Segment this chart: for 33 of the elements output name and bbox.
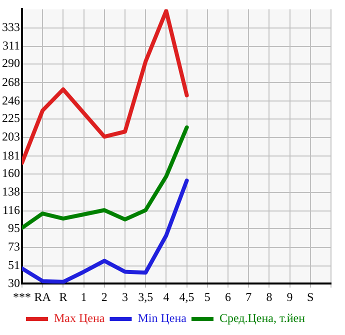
y-tick-label: 95	[8, 220, 20, 235]
y-tick-label: 181	[2, 148, 20, 162]
x-tick-label: 6	[225, 290, 231, 304]
x-tick-label: 3	[122, 290, 128, 304]
x-tick-label: S	[307, 290, 314, 304]
x-tick-label: 5	[204, 290, 210, 304]
x-tick-label: R	[59, 290, 68, 304]
y-tick-label: 333	[2, 20, 20, 34]
y-tick-label: 311	[2, 38, 20, 53]
x-tick-label: 3,5	[138, 290, 154, 304]
x-tick-label: 8	[266, 290, 272, 304]
y-tick-label: 160	[2, 166, 20, 180]
y-tick-label: 290	[2, 56, 20, 70]
x-tick-label: 9	[286, 290, 293, 304]
y-tick-label: 30	[8, 276, 20, 290]
x-tick-label: 2	[101, 290, 108, 304]
y-tick-label: 51	[8, 258, 20, 272]
x-tick-label: RA	[34, 290, 52, 304]
legend-label: Min Цена	[138, 311, 188, 326]
y-tick-label: 116	[2, 203, 20, 218]
y-tick-label: 246	[2, 93, 20, 108]
y-tick-label: 138	[2, 184, 20, 199]
y-tick-label: 203	[2, 130, 20, 144]
y-tick-label: 268	[2, 74, 20, 89]
x-tick-label: 1	[80, 290, 87, 304]
y-tick-label: 225	[2, 111, 20, 126]
legend-label: Max Цена	[54, 311, 106, 326]
legend-label: Сред.Цена, т.йен	[219, 311, 306, 326]
x-tick-label: 4,5	[179, 290, 194, 304]
x-tick-label: ***	[13, 290, 31, 304]
y-tick-label: 73	[8, 239, 20, 254]
x-tick-label: 4	[163, 290, 170, 304]
x-tick-label: 7	[246, 290, 252, 304]
